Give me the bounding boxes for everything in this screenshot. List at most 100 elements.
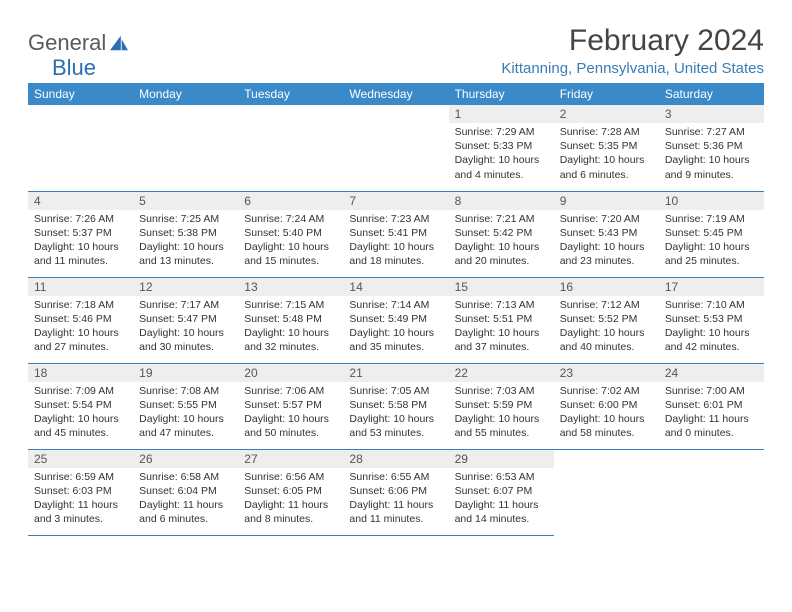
day-details: Sunrise: 7:15 AMSunset: 5:48 PMDaylight:… — [238, 296, 343, 359]
day-number: 14 — [343, 278, 448, 296]
day-number: 26 — [133, 450, 238, 468]
day-number: 21 — [343, 364, 448, 382]
title-block: February 2024 Kittanning, Pennsylvania, … — [501, 24, 764, 77]
day-details: Sunrise: 7:27 AMSunset: 5:36 PMDaylight:… — [659, 123, 764, 186]
day-details: Sunrise: 7:10 AMSunset: 5:53 PMDaylight:… — [659, 296, 764, 359]
weekday-header: Tuesday — [238, 83, 343, 105]
day-number: 16 — [554, 278, 659, 296]
calendar-day: 5Sunrise: 7:25 AMSunset: 5:38 PMDaylight… — [133, 191, 238, 277]
calendar-day: 1Sunrise: 7:29 AMSunset: 5:33 PMDaylight… — [449, 105, 554, 191]
calendar-empty — [238, 105, 343, 191]
calendar-empty — [133, 105, 238, 191]
day-details: Sunrise: 6:59 AMSunset: 6:03 PMDaylight:… — [28, 468, 133, 531]
day-number: 24 — [659, 364, 764, 382]
calendar-day: 7Sunrise: 7:23 AMSunset: 5:41 PMDaylight… — [343, 191, 448, 277]
day-details: Sunrise: 7:02 AMSunset: 6:00 PMDaylight:… — [554, 382, 659, 445]
day-details: Sunrise: 6:53 AMSunset: 6:07 PMDaylight:… — [449, 468, 554, 531]
calendar-day: 19Sunrise: 7:08 AMSunset: 5:55 PMDayligh… — [133, 363, 238, 449]
day-details: Sunrise: 6:55 AMSunset: 6:06 PMDaylight:… — [343, 468, 448, 531]
day-number: 19 — [133, 364, 238, 382]
calendar-table: SundayMondayTuesdayWednesdayThursdayFrid… — [28, 83, 764, 536]
calendar-day: 3Sunrise: 7:27 AMSunset: 5:36 PMDaylight… — [659, 105, 764, 191]
day-details: Sunrise: 7:29 AMSunset: 5:33 PMDaylight:… — [449, 123, 554, 186]
calendar-empty — [659, 449, 764, 535]
day-details: Sunrise: 7:28 AMSunset: 5:35 PMDaylight:… — [554, 123, 659, 186]
day-details: Sunrise: 7:14 AMSunset: 5:49 PMDaylight:… — [343, 296, 448, 359]
day-number: 27 — [238, 450, 343, 468]
day-number: 12 — [133, 278, 238, 296]
day-number: 7 — [343, 192, 448, 210]
day-details: Sunrise: 7:19 AMSunset: 5:45 PMDaylight:… — [659, 210, 764, 273]
page-title: February 2024 — [501, 24, 764, 58]
day-details: Sunrise: 6:58 AMSunset: 6:04 PMDaylight:… — [133, 468, 238, 531]
calendar-day: 8Sunrise: 7:21 AMSunset: 5:42 PMDaylight… — [449, 191, 554, 277]
day-details: Sunrise: 7:05 AMSunset: 5:58 PMDaylight:… — [343, 382, 448, 445]
calendar-day: 22Sunrise: 7:03 AMSunset: 5:59 PMDayligh… — [449, 363, 554, 449]
day-number: 28 — [343, 450, 448, 468]
calendar-day: 16Sunrise: 7:12 AMSunset: 5:52 PMDayligh… — [554, 277, 659, 363]
day-number: 15 — [449, 278, 554, 296]
calendar-day: 29Sunrise: 6:53 AMSunset: 6:07 PMDayligh… — [449, 449, 554, 535]
day-details: Sunrise: 7:06 AMSunset: 5:57 PMDaylight:… — [238, 382, 343, 445]
day-number: 5 — [133, 192, 238, 210]
day-number: 18 — [28, 364, 133, 382]
day-details: Sunrise: 7:18 AMSunset: 5:46 PMDaylight:… — [28, 296, 133, 359]
day-details: Sunrise: 7:20 AMSunset: 5:43 PMDaylight:… — [554, 210, 659, 273]
calendar-day: 17Sunrise: 7:10 AMSunset: 5:53 PMDayligh… — [659, 277, 764, 363]
weekday-header: Saturday — [659, 83, 764, 105]
calendar-day: 18Sunrise: 7:09 AMSunset: 5:54 PMDayligh… — [28, 363, 133, 449]
day-number: 9 — [554, 192, 659, 210]
day-details: Sunrise: 7:23 AMSunset: 5:41 PMDaylight:… — [343, 210, 448, 273]
day-number: 1 — [449, 105, 554, 123]
calendar-body: 1Sunrise: 7:29 AMSunset: 5:33 PMDaylight… — [28, 105, 764, 535]
day-number: 4 — [28, 192, 133, 210]
calendar-row: 25Sunrise: 6:59 AMSunset: 6:03 PMDayligh… — [28, 449, 764, 535]
day-number: 13 — [238, 278, 343, 296]
calendar-day: 13Sunrise: 7:15 AMSunset: 5:48 PMDayligh… — [238, 277, 343, 363]
day-details: Sunrise: 7:03 AMSunset: 5:59 PMDaylight:… — [449, 382, 554, 445]
weekday-header: Thursday — [449, 83, 554, 105]
calendar-day: 15Sunrise: 7:13 AMSunset: 5:51 PMDayligh… — [449, 277, 554, 363]
calendar-day: 27Sunrise: 6:56 AMSunset: 6:05 PMDayligh… — [238, 449, 343, 535]
calendar-day: 14Sunrise: 7:14 AMSunset: 5:49 PMDayligh… — [343, 277, 448, 363]
logo: General — [28, 24, 132, 56]
sail-icon — [108, 34, 130, 52]
calendar-empty — [343, 105, 448, 191]
weekday-header: Friday — [554, 83, 659, 105]
calendar-day: 9Sunrise: 7:20 AMSunset: 5:43 PMDaylight… — [554, 191, 659, 277]
calendar-day: 4Sunrise: 7:26 AMSunset: 5:37 PMDaylight… — [28, 191, 133, 277]
day-details: Sunrise: 7:09 AMSunset: 5:54 PMDaylight:… — [28, 382, 133, 445]
logo-word1: General — [28, 30, 106, 56]
day-number: 11 — [28, 278, 133, 296]
calendar-row: 11Sunrise: 7:18 AMSunset: 5:46 PMDayligh… — [28, 277, 764, 363]
day-details: Sunrise: 7:13 AMSunset: 5:51 PMDaylight:… — [449, 296, 554, 359]
calendar-day: 20Sunrise: 7:06 AMSunset: 5:57 PMDayligh… — [238, 363, 343, 449]
calendar-day: 25Sunrise: 6:59 AMSunset: 6:03 PMDayligh… — [28, 449, 133, 535]
calendar-empty — [554, 449, 659, 535]
calendar-header-row: SundayMondayTuesdayWednesdayThursdayFrid… — [28, 83, 764, 105]
day-details: Sunrise: 6:56 AMSunset: 6:05 PMDaylight:… — [238, 468, 343, 531]
header: General February 2024 Kittanning, Pennsy… — [28, 24, 764, 77]
day-number: 2 — [554, 105, 659, 123]
calendar-row: 18Sunrise: 7:09 AMSunset: 5:54 PMDayligh… — [28, 363, 764, 449]
weekday-header: Wednesday — [343, 83, 448, 105]
calendar-day: 21Sunrise: 7:05 AMSunset: 5:58 PMDayligh… — [343, 363, 448, 449]
location-text: Kittanning, Pennsylvania, United States — [501, 60, 764, 77]
day-details: Sunrise: 7:00 AMSunset: 6:01 PMDaylight:… — [659, 382, 764, 445]
weekday-header: Sunday — [28, 83, 133, 105]
calendar-day: 24Sunrise: 7:00 AMSunset: 6:01 PMDayligh… — [659, 363, 764, 449]
calendar-day: 6Sunrise: 7:24 AMSunset: 5:40 PMDaylight… — [238, 191, 343, 277]
day-details: Sunrise: 7:17 AMSunset: 5:47 PMDaylight:… — [133, 296, 238, 359]
calendar-day: 2Sunrise: 7:28 AMSunset: 5:35 PMDaylight… — [554, 105, 659, 191]
calendar-empty — [28, 105, 133, 191]
day-number: 22 — [449, 364, 554, 382]
calendar-day: 23Sunrise: 7:02 AMSunset: 6:00 PMDayligh… — [554, 363, 659, 449]
calendar-day: 28Sunrise: 6:55 AMSunset: 6:06 PMDayligh… — [343, 449, 448, 535]
day-number: 17 — [659, 278, 764, 296]
day-number: 23 — [554, 364, 659, 382]
day-number: 20 — [238, 364, 343, 382]
day-details: Sunrise: 7:24 AMSunset: 5:40 PMDaylight:… — [238, 210, 343, 273]
day-number: 6 — [238, 192, 343, 210]
weekday-header: Monday — [133, 83, 238, 105]
day-details: Sunrise: 7:21 AMSunset: 5:42 PMDaylight:… — [449, 210, 554, 273]
